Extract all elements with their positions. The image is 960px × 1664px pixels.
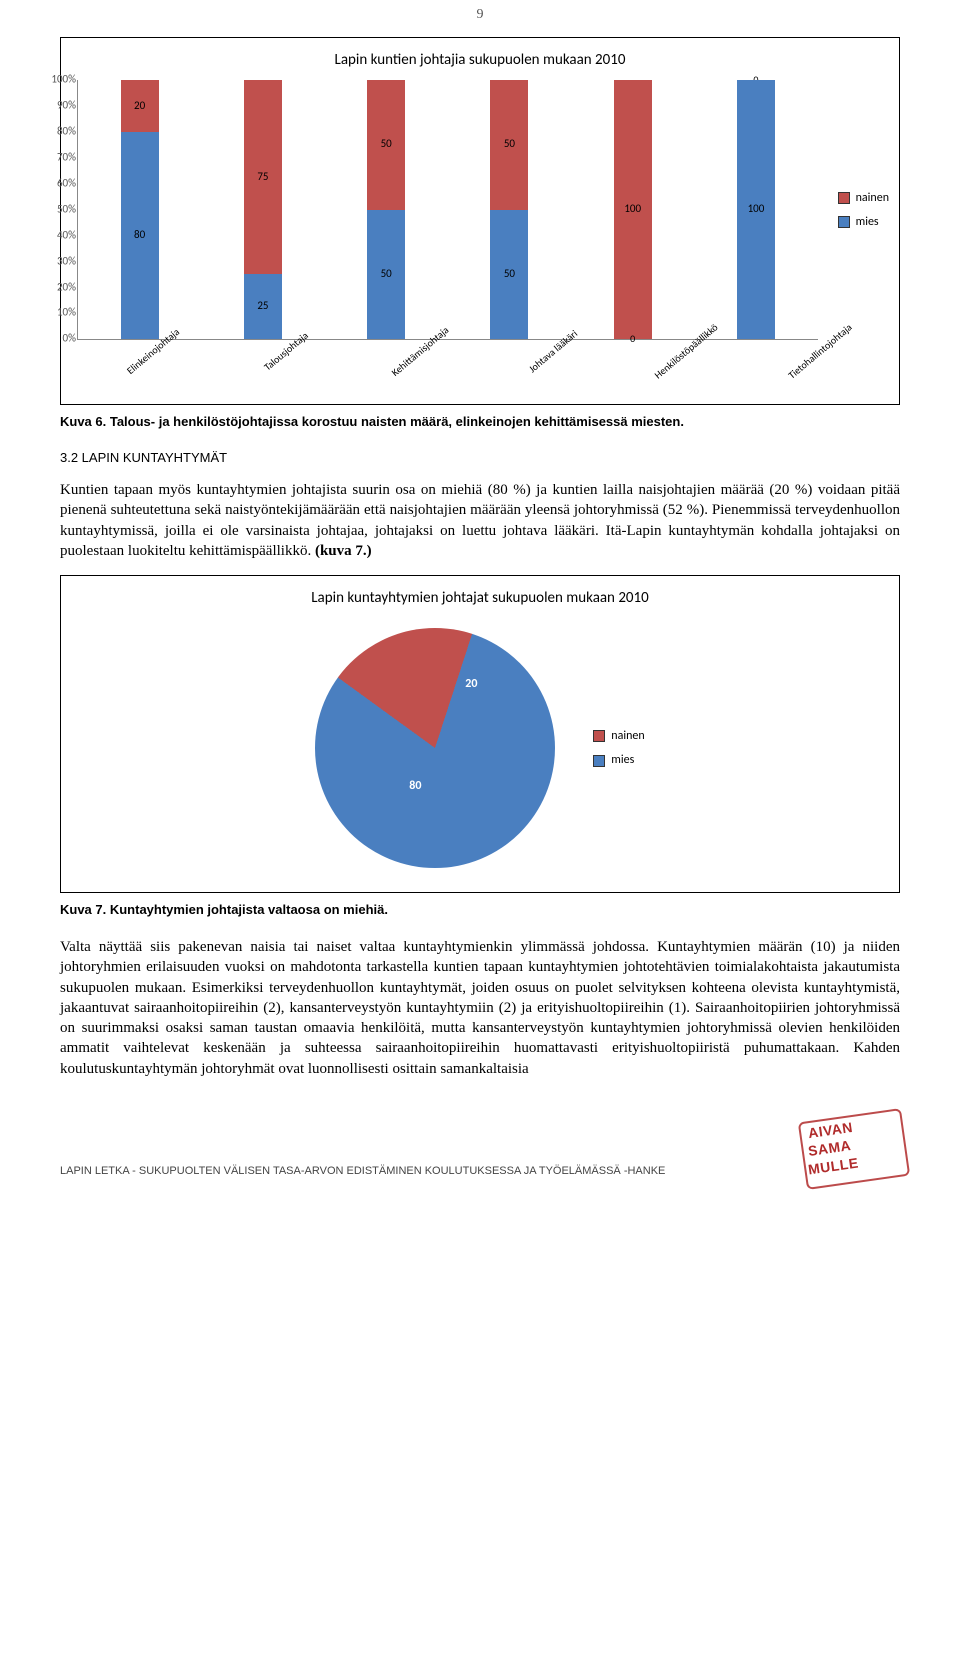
bar-stack: 1000: [737, 80, 775, 339]
legend-item: mies: [838, 214, 889, 230]
bar-segment-nainen: 50: [490, 80, 528, 210]
bar-column: 5050: [448, 80, 571, 339]
legend-item: mies: [593, 752, 644, 768]
bar-chart-title: Lapin kuntien johtajia sukupuolen mukaan…: [71, 50, 889, 70]
figure-caption-7: Kuva 7. Kuntayhtymien johtajista valtaos…: [60, 901, 900, 919]
legend-label: mies: [856, 214, 879, 230]
legend-swatch: [593, 730, 605, 742]
bar-column: 5050: [325, 80, 448, 339]
y-tick: 10%: [34, 306, 76, 321]
bar-segment-mies: 50: [490, 210, 528, 340]
y-tick: 80%: [34, 125, 76, 140]
pie-chart-figure: Lapin kuntayhtymien johtajat sukupuolen …: [60, 575, 900, 893]
footer-logo: AIVAN SAMA MULLE: [808, 1119, 900, 1179]
bar-column: 8020: [78, 80, 201, 339]
figure-caption-6: Kuva 6. Talous- ja henkilöstöjohtajissa …: [60, 413, 900, 431]
bar-stack: 2575: [244, 80, 282, 339]
legend-label: mies: [611, 752, 634, 768]
bar-stack: 5050: [367, 80, 405, 339]
footer-text: LAPIN LETKA - SUKUPUOLTEN VÄLISEN TASA-A…: [60, 1164, 665, 1179]
x-axis-labels: ElinkeinojohtajaTalousjohtajaKehittämisj…: [77, 340, 877, 396]
legend-label: nainen: [856, 190, 889, 206]
y-tick: 50%: [34, 202, 76, 217]
bar-segment-nainen: 100: [614, 80, 652, 339]
page-number: 9: [0, 0, 960, 27]
bar-column: 2575: [201, 80, 324, 339]
pie-slice-label-nainen: 20: [465, 676, 477, 692]
bar-segment-mies: 100: [737, 80, 775, 339]
legend-label: nainen: [611, 728, 644, 744]
y-tick: 0%: [34, 332, 76, 347]
bar-segment-mies: 80: [121, 132, 159, 339]
page-footer: LAPIN LETKA - SUKUPUOLTEN VÄLISEN TASA-A…: [0, 1119, 960, 1199]
y-tick: 90%: [34, 99, 76, 114]
bar-stack: 0100: [614, 80, 652, 339]
pie-slice-label-mies: 80: [409, 778, 421, 794]
bar-segment-nainen: 20: [121, 80, 159, 132]
pie-chart-legend: nainen mies: [585, 728, 644, 768]
y-tick: 100%: [34, 73, 76, 88]
paragraph-1-text: Kuntien tapaan myös kuntayhtymien johtaj…: [60, 482, 900, 559]
y-tick: 70%: [34, 150, 76, 165]
bar-stack: 5050: [490, 80, 528, 339]
bar-column: 1000: [694, 80, 817, 339]
y-axis: 100%90%80%70%60%50%40%30%20%10%0%: [34, 80, 76, 339]
y-tick: 20%: [34, 280, 76, 295]
paragraph-1: Kuntien tapaan myös kuntayhtymien johtaj…: [60, 480, 900, 561]
legend-swatch: [838, 216, 850, 228]
bar-stack: 8020: [121, 80, 159, 339]
y-tick: 40%: [34, 228, 76, 243]
pie-chart-title: Lapin kuntayhtymien johtajat sukupuolen …: [71, 588, 889, 608]
legend-item: nainen: [838, 190, 889, 206]
bar-segment-nainen: 50: [367, 80, 405, 210]
y-tick: 60%: [34, 176, 76, 191]
paragraph-1-bold: (kuva 7.): [315, 543, 372, 559]
y-tick: 30%: [34, 254, 76, 269]
pie-chart-plot: 20 80: [315, 628, 555, 868]
bar-segment-mies: 50: [367, 210, 405, 340]
legend-swatch: [838, 192, 850, 204]
bar-chart-figure: Lapin kuntien johtajia sukupuolen mukaan…: [60, 37, 900, 405]
bar-segment-nainen: 75: [244, 80, 282, 274]
paragraph-2: Valta näyttää siis pakenevan naisia tai …: [60, 937, 900, 1079]
bar-segment-mies: 25: [244, 274, 282, 339]
section-heading: 3.2 LAPIN KUNTAYHTYMÄT: [60, 449, 900, 467]
legend-item: nainen: [593, 728, 644, 744]
legend-swatch: [593, 755, 605, 767]
